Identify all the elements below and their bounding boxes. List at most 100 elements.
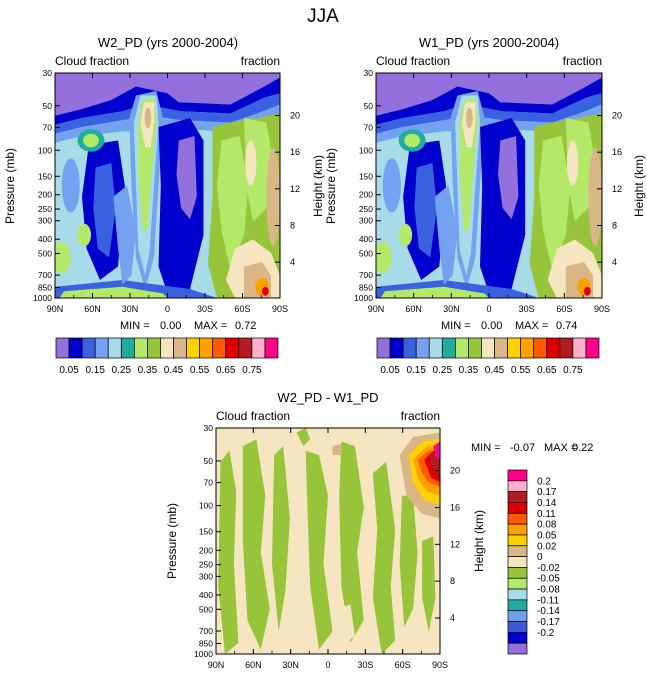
panel-diff: W2_PD - W1_PD Cloud fraction fraction Pr… — [165, 390, 593, 670]
height-tick-label: 16 — [450, 503, 460, 513]
right-label-diff: fraction — [401, 409, 440, 423]
min-label-w1: MIN = — [441, 320, 471, 332]
height-tick-label: 8 — [612, 220, 617, 230]
contour-arctic-spot — [382, 145, 392, 159]
colorbar-label: 0.65 — [216, 365, 236, 376]
x-tick-label: 60S — [556, 304, 572, 314]
height-tick-label: 4 — [290, 257, 295, 267]
height-tick-label: 16 — [612, 147, 622, 157]
y-tick-label: 30 — [204, 423, 214, 433]
colorbar-box — [428, 337, 443, 359]
x-tick-label: 60N — [405, 304, 422, 314]
y-tick-label: 150 — [359, 171, 373, 181]
panel-title-diff: W2_PD - W1_PD — [277, 390, 378, 405]
figure-title: JJA — [307, 6, 339, 27]
y-tick-label: 100 — [199, 501, 213, 511]
height-tick-label: 12 — [290, 184, 300, 194]
colorbar-box — [507, 610, 528, 622]
axes-diff: 90N 60N 30N 0 30S 60S 90S 30 50 70 100 150 200 250300… — [194, 423, 460, 670]
colorbar-label: -0.14 — [537, 606, 560, 617]
max-label-w2: MAX = — [194, 320, 227, 332]
diff-negative-region — [272, 446, 290, 632]
y-tick-label: 70 — [43, 122, 53, 132]
y-tick-label: 70 — [364, 122, 374, 132]
y-tick-label: 1000 — [194, 649, 213, 659]
colorbar-label: 0.08 — [537, 520, 557, 531]
y-tick-label: 700 — [359, 270, 373, 280]
colorbar-box — [520, 337, 535, 359]
min-value-w2: 0.00 — [160, 320, 181, 332]
contour-tropical-low — [113, 185, 136, 285]
colorbar-label: 0.17 — [537, 487, 557, 498]
height-tick-label: 20 — [612, 110, 622, 120]
height-tick-label: 8 — [290, 220, 295, 230]
colorbar-box — [507, 632, 528, 644]
colorbar-box — [507, 512, 528, 525]
colorbar-box — [507, 642, 528, 655]
y-tick-label: 150 — [38, 171, 52, 181]
diff-negative-region — [296, 428, 311, 447]
colorbar-box — [507, 621, 528, 633]
axes-w2: 90N 60N 30N 0 30S 60S 90S 30 50 70 100 150 200 250 300… — [33, 68, 300, 314]
x-tick-label: 60S — [234, 304, 250, 314]
contour-subsidence-sh-core — [498, 136, 519, 220]
colorbar-box — [441, 337, 456, 359]
colorbar-w1: 0.05 0.15 0.25 0.35 0.45 0.55 0.65 0.75 — [376, 337, 600, 376]
y-tick-label: 500 — [359, 249, 373, 259]
contour-field-diff — [216, 428, 440, 654]
colorbar-label: 0.35 — [459, 365, 479, 376]
colorbar-box — [402, 337, 417, 359]
colorbar-box — [186, 337, 200, 359]
colorbar-box — [468, 337, 482, 359]
contour-field-w1 — [376, 73, 602, 298]
colorbar-label: 0.75 — [563, 365, 583, 376]
colorbar-label: 0.25 — [112, 365, 132, 376]
colorbar-label: 0.25 — [433, 365, 453, 376]
contour-tower-peak — [465, 107, 473, 129]
y-tick-label: 200 — [199, 545, 213, 555]
x-tick-label: 90S — [594, 304, 610, 314]
contour-band-upper-lightblue — [376, 104, 602, 143]
max-value-w2: 0.72 — [235, 320, 256, 332]
colorbar-label: -0.2 — [537, 628, 555, 639]
colorbar-label: 0.45 — [164, 365, 184, 376]
contour-arctic-low — [55, 241, 71, 274]
y-tick-label: 50 — [364, 101, 374, 111]
height-tick-label: 12 — [450, 539, 460, 549]
colorbar-box — [507, 337, 521, 359]
x-tick-label: 30N — [443, 304, 460, 314]
contour-nh-low — [77, 223, 91, 247]
contour-band-upper — [376, 73, 602, 116]
y-tick-label: 200 — [38, 190, 52, 200]
axes-w1: 90N 60N 30N 0 30S 60S 90S 30 50 70 100 150 200 250 300… — [354, 68, 622, 314]
colorbar-box — [251, 337, 266, 359]
contour-subsidence-nh-inner — [414, 163, 437, 258]
contour-band-upper-lightblue — [55, 104, 280, 143]
y-tick-label: 400 — [38, 234, 52, 244]
colorbar-box — [94, 337, 109, 359]
colorbar-box — [481, 337, 495, 359]
y-tick-label: 850 — [359, 283, 373, 293]
contour-sh-boundary-peak — [262, 286, 269, 296]
x-tick-label: 90S — [272, 304, 288, 314]
x-tick-label: 30N — [122, 304, 139, 314]
x-tick-label: 0 — [325, 660, 330, 670]
contour-arctic-low — [376, 241, 392, 274]
y-tick-label: 50 — [204, 456, 214, 466]
diff-positive-max — [433, 441, 440, 460]
y-tick-label: 1000 — [354, 293, 373, 303]
colorbar-box — [238, 337, 253, 359]
colorbar-box — [173, 337, 187, 359]
contour-sh-upper-core — [245, 140, 257, 186]
colorbar-label: 0.55 — [190, 365, 210, 376]
min-label-diff: MIN = — [471, 442, 501, 454]
x-tick-label: 0 — [486, 304, 491, 314]
y-tick-label: 70 — [204, 478, 214, 488]
contour-field-w2 — [55, 73, 280, 298]
y-tick-label: 300 — [38, 216, 52, 226]
contour-band-upper — [55, 73, 280, 116]
x-tick-label: 90N — [47, 304, 64, 314]
contour-sh-boundary-peak — [583, 286, 591, 296]
contour-nh-low — [398, 223, 413, 247]
